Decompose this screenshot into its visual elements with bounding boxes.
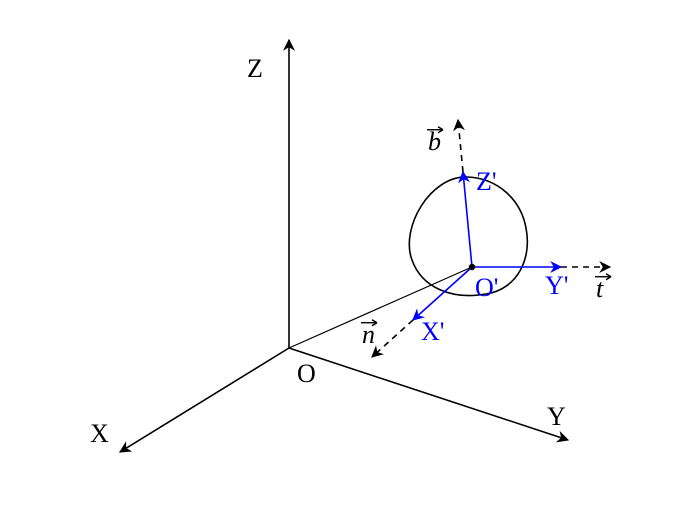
axis-x-prime — [413, 267, 472, 320]
axis-x — [120, 348, 289, 452]
label-y: Y — [547, 402, 566, 431]
label-origin-o: O — [297, 359, 316, 388]
vector-n — [372, 320, 413, 357]
axis-z-prime — [463, 172, 472, 267]
label-x: X — [90, 419, 109, 448]
label-z-prime: Z' — [476, 167, 497, 196]
label-vector-t: t — [595, 274, 611, 303]
axis-y — [289, 348, 568, 440]
main-axes: Z Y X O — [90, 40, 568, 452]
label-vector-b: b — [427, 127, 443, 156]
vectors-frame: b t n — [361, 120, 611, 357]
label-x-prime: X' — [421, 317, 444, 346]
prime-axes: Z' Y' X' O' — [413, 167, 568, 346]
svg-text:t: t — [596, 274, 604, 303]
origin-o-prime-dot — [469, 264, 475, 270]
label-z: Z — [247, 54, 263, 83]
vector-b — [458, 120, 463, 172]
connector-o-oprime — [289, 267, 472, 348]
coordinate-frames-diagram: Z Y X O Z' Y' X' O' b t n — [0, 0, 678, 507]
label-origin-o-prime: O' — [475, 273, 498, 302]
label-y-prime: Y' — [545, 271, 568, 300]
label-vector-n: n — [361, 320, 377, 349]
